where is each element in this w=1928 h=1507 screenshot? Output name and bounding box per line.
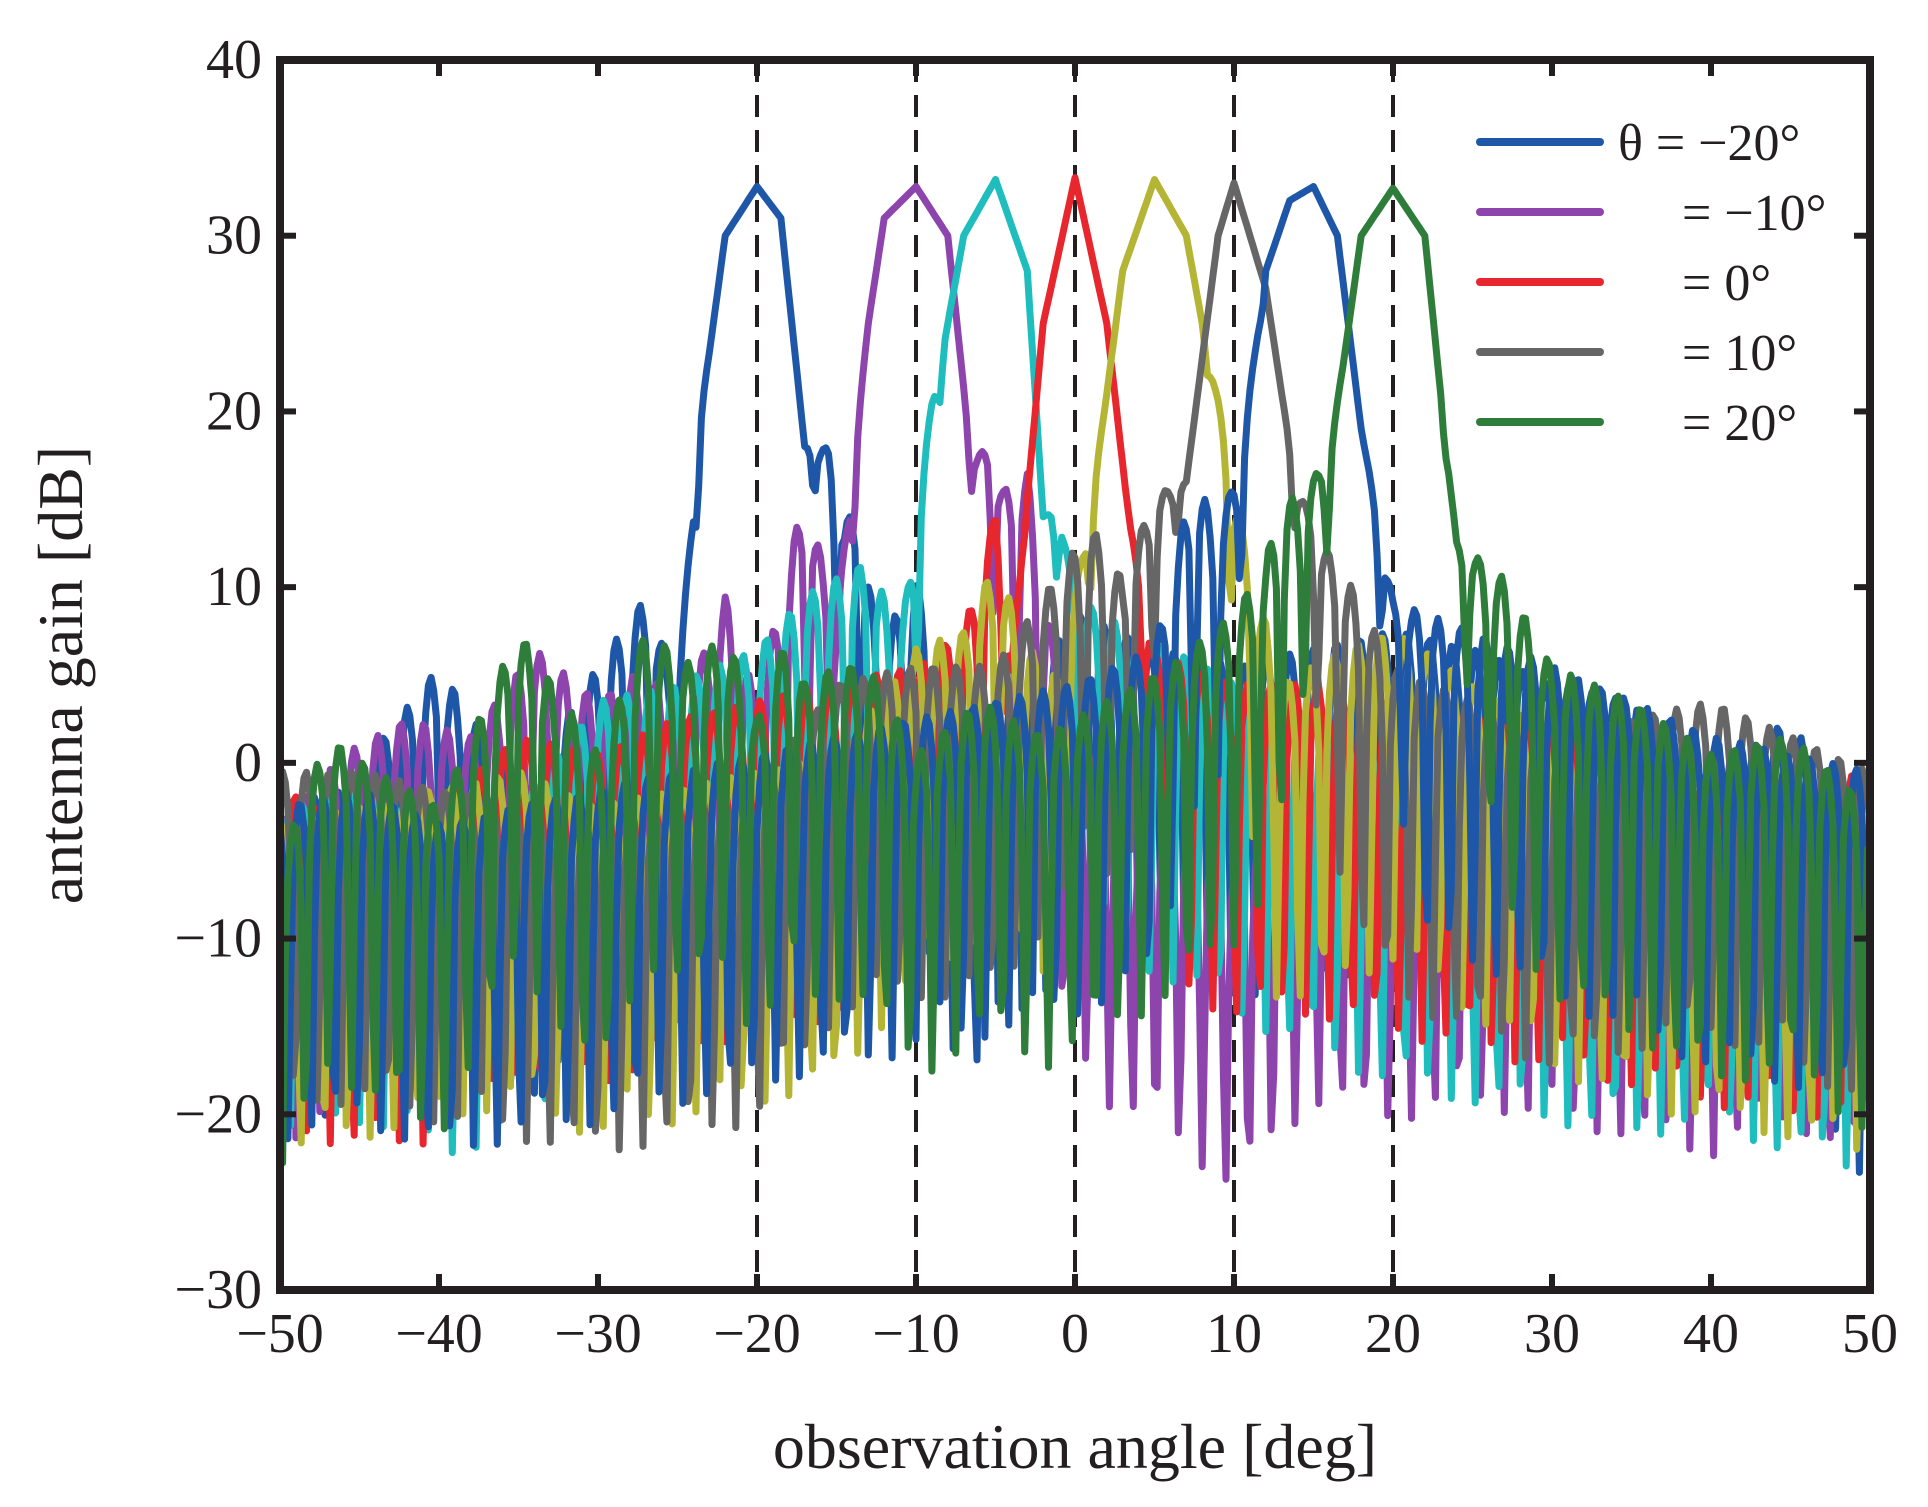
y-tick-label: 30 (206, 205, 262, 267)
x-tick-label: 20 (1365, 1303, 1421, 1365)
legend-label: θ = −20° (1618, 115, 1800, 172)
legend-label: = −10° (1682, 185, 1826, 242)
x-tick-label: −10 (872, 1303, 960, 1365)
series-line (280, 184, 1870, 1167)
y-axis-label: antenna gain [dB] (25, 446, 96, 905)
legend-label: = 0° (1682, 255, 1771, 312)
legend: θ = −20° = −10° = 0° = 10° = 20° (1476, 115, 1826, 452)
y-tick-label: 10 (206, 556, 262, 618)
x-tick-label: 10 (1206, 1303, 1262, 1365)
x-tick-label: −50 (236, 1303, 324, 1365)
y-tick-label: −10 (174, 908, 262, 970)
x-tick-label: −20 (713, 1303, 801, 1365)
x-tick-label: 0 (1061, 1303, 1089, 1365)
y-tick-label: −20 (174, 1083, 262, 1145)
y-tick-label: 20 (206, 380, 262, 442)
x-tick-label: −30 (554, 1303, 642, 1365)
series-layer (280, 174, 1870, 1183)
axis-ticks (277, 57, 1873, 1293)
x-axis-label: observation angle [deg] (773, 1411, 1377, 1482)
x-tick-label: 40 (1683, 1303, 1739, 1365)
y-tick-label: 0 (234, 732, 262, 794)
legend-label: = 10° (1682, 325, 1797, 382)
y-tick-label: 40 (206, 29, 262, 91)
y-tick-label: −30 (174, 1259, 262, 1321)
legend-label: = 20° (1682, 395, 1797, 452)
tick-labels: −50 −40 −30 −20 −10 0 10 20 30 40 50 −30 −20 −10 0 10 20… (174, 29, 1898, 1365)
x-tick-label: −40 (395, 1303, 483, 1365)
x-tick-label: 50 (1842, 1303, 1898, 1365)
x-tick-label: 30 (1524, 1303, 1580, 1365)
